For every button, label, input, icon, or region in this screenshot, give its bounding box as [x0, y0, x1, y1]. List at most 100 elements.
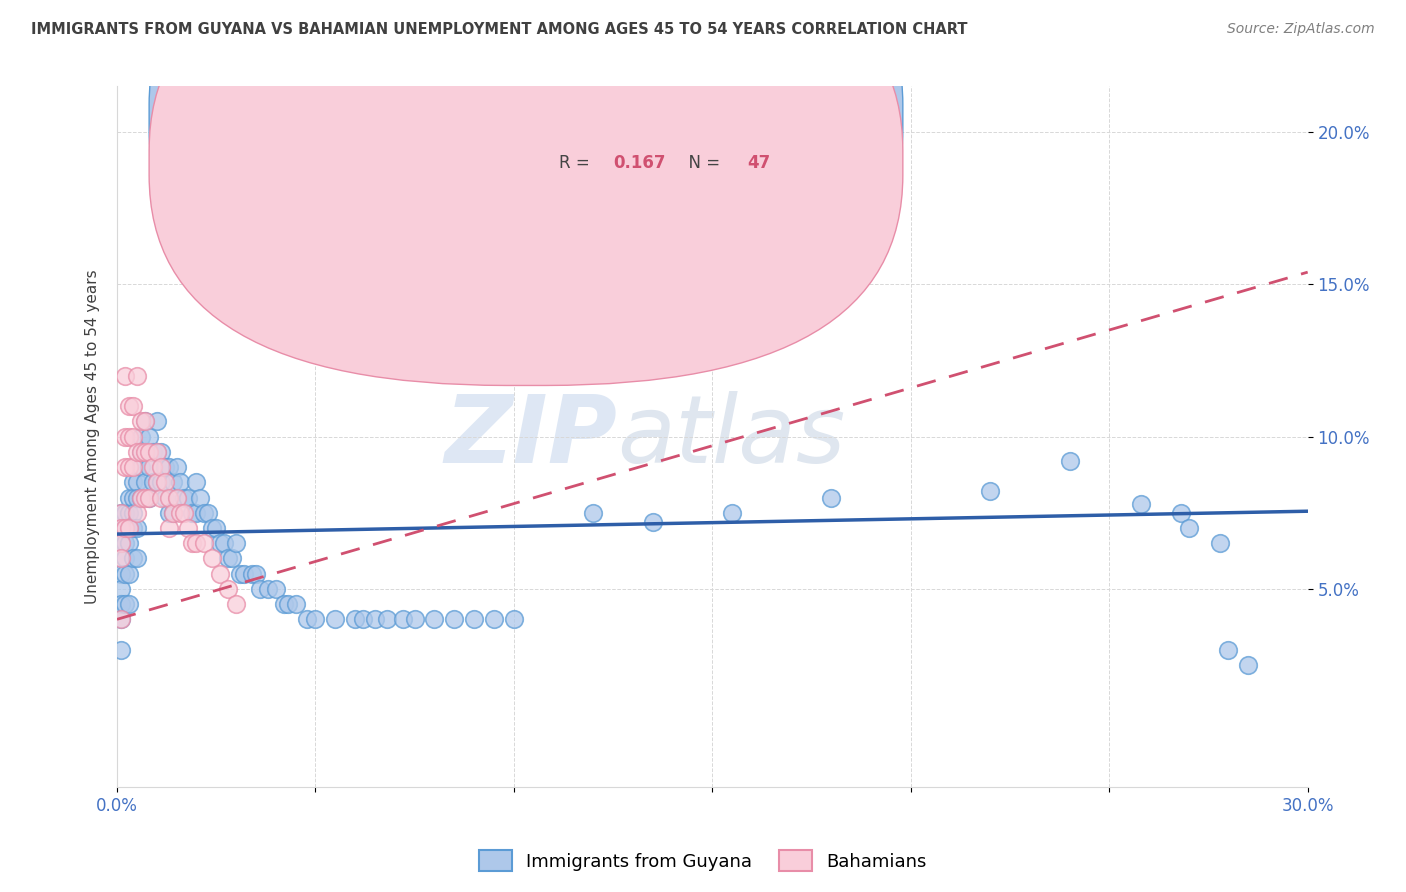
Point	[118, 536, 141, 550]
Point	[197, 506, 219, 520]
Point	[162, 506, 184, 520]
Point	[110, 506, 132, 520]
Text: 106: 106	[747, 108, 782, 126]
Point	[166, 232, 188, 246]
Point	[443, 612, 465, 626]
Point	[721, 506, 744, 520]
Point	[142, 475, 165, 490]
Point	[277, 597, 299, 611]
Point	[181, 506, 204, 520]
Point	[114, 536, 136, 550]
Text: atlas: atlas	[617, 391, 845, 482]
Point	[118, 521, 141, 535]
Point	[1177, 521, 1199, 535]
Point	[149, 491, 172, 505]
Point	[391, 612, 413, 626]
Point	[264, 582, 287, 596]
Point	[149, 460, 172, 475]
Point	[118, 521, 141, 535]
Text: Source: ZipAtlas.com: Source: ZipAtlas.com	[1227, 22, 1375, 37]
Point	[209, 566, 232, 581]
Point	[121, 506, 143, 520]
Text: 47: 47	[747, 153, 770, 172]
Point	[138, 491, 160, 505]
Point	[162, 506, 184, 520]
Text: R =: R =	[558, 108, 595, 126]
Point	[225, 597, 247, 611]
Point	[129, 429, 152, 443]
Point	[145, 445, 167, 459]
Point	[129, 491, 152, 505]
Point	[110, 642, 132, 657]
Point	[118, 399, 141, 413]
Text: ZIP: ZIP	[444, 391, 617, 483]
Text: 0.069: 0.069	[613, 108, 666, 126]
Point	[114, 460, 136, 475]
Y-axis label: Unemployment Among Ages 45 to 54 years: Unemployment Among Ages 45 to 54 years	[86, 269, 100, 604]
Point	[157, 491, 180, 505]
Point	[193, 506, 215, 520]
Point	[177, 521, 200, 535]
Point	[134, 445, 156, 459]
Point	[110, 521, 132, 535]
Point	[121, 491, 143, 505]
Point	[129, 460, 152, 475]
Point	[157, 460, 180, 475]
Point	[149, 445, 172, 459]
Point	[186, 475, 208, 490]
Point	[118, 460, 141, 475]
Point	[205, 521, 228, 535]
Point	[1237, 658, 1260, 673]
Point	[125, 368, 148, 383]
Point	[1130, 497, 1153, 511]
Text: N =: N =	[678, 153, 725, 172]
Point	[240, 566, 263, 581]
Point	[110, 597, 132, 611]
Point	[129, 414, 152, 428]
Point	[212, 536, 235, 550]
Point	[364, 612, 387, 626]
Point	[284, 597, 307, 611]
Point	[118, 566, 141, 581]
Point	[221, 551, 243, 566]
Point	[121, 429, 143, 443]
Point	[217, 582, 239, 596]
Point	[1209, 536, 1232, 550]
Point	[125, 491, 148, 505]
Point	[157, 521, 180, 535]
Point	[256, 582, 278, 596]
Point	[193, 536, 215, 550]
Point	[181, 536, 204, 550]
FancyBboxPatch shape	[482, 95, 830, 194]
Point	[1059, 454, 1081, 468]
Point	[153, 460, 176, 475]
Point	[125, 445, 148, 459]
Point	[125, 551, 148, 566]
Point	[186, 506, 208, 520]
Point	[110, 536, 132, 550]
Point	[134, 414, 156, 428]
Point	[297, 612, 319, 626]
Point	[129, 491, 152, 505]
Point	[138, 491, 160, 505]
Point	[134, 414, 156, 428]
Point	[145, 414, 167, 428]
Point	[177, 491, 200, 505]
Point	[110, 612, 132, 626]
Point	[110, 551, 132, 566]
Point	[114, 521, 136, 535]
Point	[641, 515, 664, 529]
Point	[979, 484, 1001, 499]
Point	[110, 536, 132, 550]
Point	[169, 475, 191, 490]
Point	[121, 460, 143, 475]
Point	[157, 506, 180, 520]
Point	[114, 566, 136, 581]
Point	[188, 491, 211, 505]
Point	[138, 445, 160, 459]
Point	[166, 460, 188, 475]
Point	[129, 445, 152, 459]
Point	[138, 460, 160, 475]
Point	[463, 612, 485, 626]
Point	[1218, 642, 1240, 657]
